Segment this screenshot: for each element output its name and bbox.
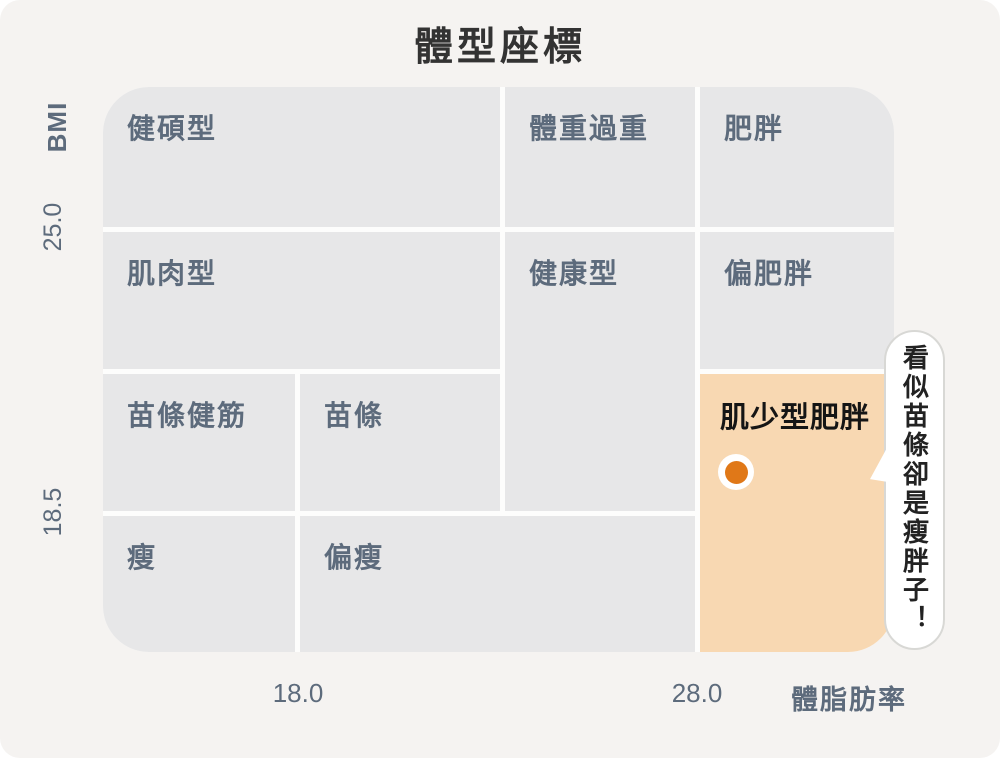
y-tick-18-5: 18.5 (39, 487, 67, 537)
cell-muscular-label: 肌肉型 (127, 258, 218, 289)
cell-overweight-label: 體重過重 (529, 113, 650, 144)
x-axis-label-body-fat: 體脂肪率 (791, 685, 907, 715)
cell-thin-label: 瘦 (127, 542, 158, 573)
cell-overweight: 體重過重 (505, 87, 695, 227)
cell-obese-label: 肥胖 (724, 113, 785, 144)
cell-slightly-obese-label: 偏肥胖 (724, 258, 815, 289)
cell-slightly-obese: 偏肥胖 (700, 232, 894, 369)
speech-bubble-text: 看似苗條卻是瘦胖子！ (899, 344, 930, 634)
cell-sarcopenic-obesity: 肌少型肥胖 (700, 374, 894, 652)
data-point-marker-core (724, 460, 748, 484)
cell-muscular: 肌肉型 (103, 232, 500, 369)
y-tick-25: 25.0 (39, 202, 67, 252)
cell-athletic: 健碩型 (103, 87, 500, 227)
cell-slim-fit: 苗條健筋 (103, 374, 295, 511)
x-tick-28: 28.0 (671, 678, 723, 708)
chart-title: 體型座標 (413, 26, 586, 69)
data-point-marker-icon (718, 454, 754, 490)
cell-thin: 瘦 (103, 516, 295, 652)
cell-slim: 苗條 (300, 374, 500, 511)
cell-sarcopenic-obesity-label: 肌少型肥胖 (720, 402, 871, 434)
cell-slightly-thin-label: 偏瘦 (324, 542, 385, 573)
body-type-grid: 健碩型 體重過重 肥胖 肌肉型 健康型 偏肥胖 苗條健筋 苗條 肌少型肥胖 瘦 (103, 87, 894, 652)
cell-slightly-thin: 偏瘦 (300, 516, 695, 652)
cell-athletic-label: 健碩型 (127, 113, 218, 144)
cell-slim-fit-label: 苗條健筋 (127, 400, 248, 431)
cell-healthy: 健康型 (505, 232, 695, 511)
x-tick-18: 18.0 (272, 678, 324, 708)
cell-healthy-label: 健康型 (529, 258, 620, 289)
speech-bubble: 看似苗條卻是瘦胖子！ (870, 330, 945, 650)
cell-obese: 肥胖 (700, 87, 894, 227)
cell-slim-label: 苗條 (324, 400, 385, 431)
